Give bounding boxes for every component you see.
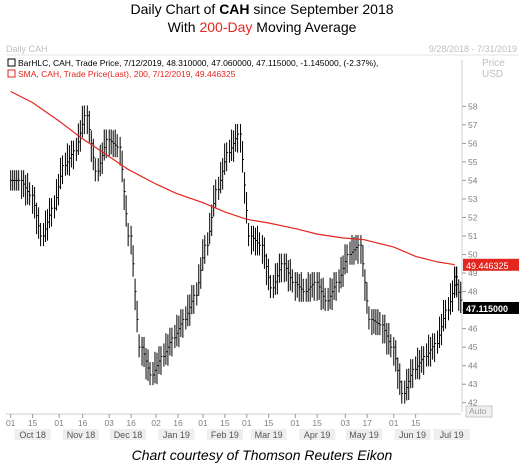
x-month-band bbox=[299, 429, 336, 440]
x-day-label: 15 bbox=[264, 418, 274, 428]
x-day-label: 16 bbox=[126, 418, 136, 428]
x-day-label: 17 bbox=[362, 418, 372, 428]
chart-credit: Chart courtesy of Thomson Reuters Eikon bbox=[131, 447, 393, 463]
x-day-label: 16 bbox=[78, 418, 88, 428]
x-month-band bbox=[346, 429, 383, 440]
currency-label: USD bbox=[482, 69, 503, 80]
sma-value-label: 49.446325 bbox=[466, 261, 509, 271]
legend-entry: BarHLC, CAH, Trade Price, 7/12/2019, 48.… bbox=[18, 58, 378, 68]
price-bars bbox=[10, 105, 463, 404]
x-month-label: Apr 19 bbox=[304, 430, 331, 440]
y-tick-label: 53 bbox=[468, 194, 478, 204]
line-icon bbox=[7, 69, 16, 78]
sma-200-line bbox=[10, 90, 455, 266]
y-tick-label: 43 bbox=[468, 379, 478, 389]
y-tick-label: 42 bbox=[468, 398, 478, 408]
x-month-label: May 19 bbox=[349, 430, 379, 440]
subtitle-text-b: Moving Average bbox=[252, 19, 357, 35]
x-month-band bbox=[109, 429, 146, 440]
y-tick-label: 54 bbox=[468, 175, 478, 185]
title-line-2: With 200-Day Moving Average bbox=[0, 18, 524, 36]
last-price-badge bbox=[463, 301, 519, 314]
y-tick-label: 46 bbox=[468, 324, 478, 334]
x-month-label: Jul 19 bbox=[440, 430, 464, 440]
subtitle-text-a: With bbox=[167, 19, 200, 35]
x-month-band bbox=[63, 429, 100, 440]
auto-scale-label: Auto bbox=[469, 406, 487, 416]
y-tick-label: 48 bbox=[468, 287, 478, 297]
x-month-label: Mar 19 bbox=[255, 430, 283, 440]
y-tick-label: 56 bbox=[468, 138, 478, 148]
title-line-1: Daily Chart of CAH since September 2018 bbox=[0, 0, 524, 18]
title-text-a: Daily Chart of bbox=[130, 1, 220, 17]
x-day-label: 01 bbox=[198, 418, 208, 428]
bar-icon bbox=[7, 58, 16, 67]
x-month-band bbox=[206, 429, 243, 440]
last-price-label: 47.115000 bbox=[466, 304, 508, 314]
panel-label: Daily CAH bbox=[6, 44, 48, 54]
y-tick-label: 55 bbox=[468, 157, 478, 167]
x-day-label: 15 bbox=[28, 418, 38, 428]
x-month-label: Nov 18 bbox=[67, 430, 96, 440]
x-day-label: 01 bbox=[54, 418, 64, 428]
x-day-label: 03 bbox=[341, 418, 351, 428]
x-day-label: 15 bbox=[411, 418, 421, 428]
x-month-label: Oct 18 bbox=[19, 430, 46, 440]
y-tick-label: 49 bbox=[468, 268, 478, 278]
x-day-label: 01 bbox=[6, 418, 16, 428]
y-tick-label: 50 bbox=[468, 250, 478, 260]
y-tick-label: 57 bbox=[468, 120, 478, 130]
title-text-b: since September 2018 bbox=[249, 1, 394, 17]
y-tick-label: 51 bbox=[468, 231, 478, 241]
x-day-label: 01 bbox=[389, 418, 399, 428]
x-day-label: 01 bbox=[291, 418, 301, 428]
x-month-band bbox=[394, 429, 431, 440]
x-month-band bbox=[433, 429, 470, 440]
x-day-label: 16 bbox=[173, 418, 183, 428]
title-ticker: CAH bbox=[219, 1, 250, 17]
x-month-label: Dec 18 bbox=[114, 430, 143, 440]
legend-entry: SMA, CAH, Trade Price(Last), 200, 7/12/2… bbox=[18, 69, 236, 79]
y-tick-label: 58 bbox=[468, 101, 478, 111]
x-day-label: 02 bbox=[151, 418, 161, 428]
x-month-band bbox=[14, 429, 51, 440]
date-range-label: 9/28/2018 - 7/31/2019 bbox=[429, 44, 517, 54]
subtitle-highlight: 200-Day bbox=[199, 19, 253, 35]
x-day-label: 15 bbox=[220, 418, 230, 428]
chart-panel: Daily CAH 9/28/2018 - 7/31/2019 Price USD Ba… bbox=[0, 40, 524, 446]
x-month-label: Feb 19 bbox=[211, 430, 239, 440]
y-tick-label: 52 bbox=[468, 212, 478, 222]
x-month-label: Jun 19 bbox=[399, 430, 426, 440]
sma-value-badge bbox=[463, 258, 519, 271]
x-month-band bbox=[158, 429, 195, 440]
auto-scale-button[interactable] bbox=[465, 405, 493, 418]
y-tick-label: 45 bbox=[468, 342, 478, 352]
x-day-label: 01 bbox=[242, 418, 252, 428]
chart-title: Daily Chart of CAH since September 2018 … bbox=[0, 0, 524, 36]
x-day-label: 15 bbox=[312, 418, 322, 428]
y-tick-label: 44 bbox=[468, 361, 478, 371]
x-month-band bbox=[250, 429, 287, 440]
price-axis-label: Price bbox=[482, 58, 505, 69]
x-month-label: Jan 19 bbox=[163, 430, 190, 440]
x-day-label: 03 bbox=[104, 418, 114, 428]
